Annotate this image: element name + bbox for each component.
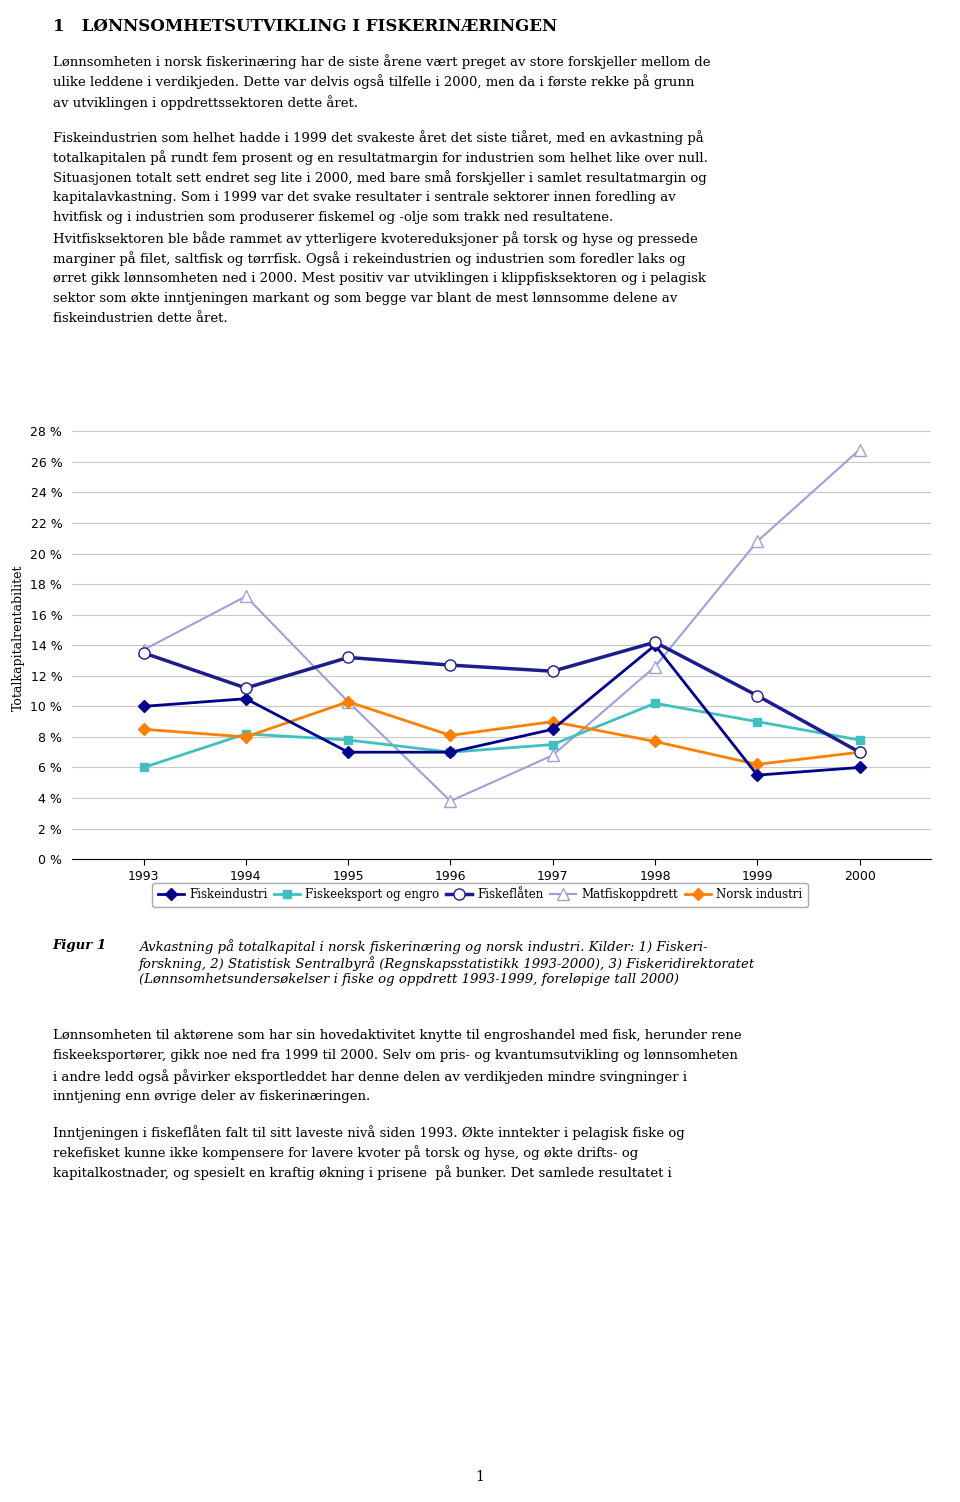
Text: kapitalkostnader, og spesielt en kraftig økning i prisene  på bunker. Det samled: kapitalkostnader, og spesielt en kraftig… [53, 1166, 672, 1181]
Line: Fiskeeksport og engro: Fiskeeksport og engro [139, 698, 864, 772]
Norsk industri [853, 743, 865, 762]
Text: Inntjeningen i fiskeflåten falt til sitt laveste nivå siden 1993. Økte inntekter: Inntjeningen i fiskeflåten falt til sitt… [53, 1125, 684, 1140]
Fiskeindustri [853, 759, 865, 777]
Matfiskoppdrett [853, 440, 865, 458]
Fiskeflåten [343, 649, 354, 667]
Matfiskoppdrett [240, 587, 252, 605]
Norsk industri [138, 721, 150, 739]
Fiskeindustri [444, 743, 456, 762]
Norsk industri [752, 756, 763, 774]
Fiskeeksport og engro [240, 725, 252, 743]
Text: kapitalavkastning. Som i 1999 var det svake resultater i sentrale sektorer innen: kapitalavkastning. Som i 1999 var det sv… [53, 191, 676, 204]
Text: Fiskeindustrien som helhet hadde i 1999 det svakeste året det siste tiåret, med : Fiskeindustrien som helhet hadde i 1999 … [53, 129, 704, 144]
Text: inntjening enn øvrige deler av fiskerinæringen.: inntjening enn øvrige deler av fiskerinæ… [53, 1090, 370, 1102]
Fiskeindustri [752, 766, 763, 784]
Fiskeflåten [853, 743, 865, 762]
Matfiskoppdrett [649, 658, 660, 676]
Fiskeflåten [752, 686, 763, 704]
Fiskeflåten [547, 662, 559, 680]
Y-axis label: Totalkapitalrentabilitet: Totalkapitalrentabilitet [12, 565, 25, 710]
Text: ulike leddene i verdikjeden. Dette var delvis også tilfelle i 2000, men da i før: ulike leddene i verdikjeden. Dette var d… [53, 74, 694, 89]
Text: Hvitfisksektoren ble både rammet av ytterligere kvotereduksjoner på torsk og hys: Hvitfisksektoren ble både rammet av ytte… [53, 231, 698, 246]
Fiskeflåten [444, 656, 456, 674]
Line: Matfiskoppdrett: Matfiskoppdrett [138, 445, 865, 807]
Norsk industri [343, 692, 354, 710]
Text: i andre ledd også påvirker eksportleddet har denne delen av verdikjeden mindre s: i andre ledd også påvirker eksportleddet… [53, 1069, 686, 1084]
Fiskeflåten [240, 679, 252, 697]
Norsk industri [240, 728, 252, 746]
Text: ørret gikk lønnsomheten ned i 2000. Mest positiv var utviklingen i klippfisksekt: ørret gikk lønnsomheten ned i 2000. Mest… [53, 272, 706, 285]
Matfiskoppdrett [343, 692, 354, 710]
Fiskeeksport og engro [547, 736, 559, 754]
Text: Avkastning på totalkapital i norsk fiskerinæring og norsk industri. Kilder: 1) F: Avkastning på totalkapital i norsk fiske… [139, 939, 756, 985]
Matfiskoppdrett [752, 532, 763, 550]
Fiskeeksport og engro [752, 712, 763, 730]
Fiskeindustri [343, 743, 354, 762]
Fiskeindustri [649, 637, 660, 655]
Norsk industri [547, 712, 559, 730]
Text: totalkapitalen på rundt fem prosent og en resultatmargin for industrien som helh: totalkapitalen på rundt fem prosent og e… [53, 150, 708, 165]
Text: 1   LØNNSOMHETSUTVIKLING I FISKERINÆRINGEN: 1 LØNNSOMHETSUTVIKLING I FISKERINÆRINGEN [53, 18, 557, 35]
Norsk industri [444, 727, 456, 745]
Fiskeflåten [649, 634, 660, 652]
Matfiskoppdrett [444, 792, 456, 810]
Fiskeeksport og engro [444, 743, 456, 762]
Text: Lønnsomheten i norsk fiskerinæring har de siste årene vært preget av store forsk: Lønnsomheten i norsk fiskerinæring har d… [53, 54, 710, 69]
Fiskeeksport og engro [343, 731, 354, 749]
Line: Fiskeindustri: Fiskeindustri [139, 641, 864, 780]
Text: Situasjonen totalt sett endret seg lite i 2000, med bare små forskjeller i samle: Situasjonen totalt sett endret seg lite … [53, 170, 707, 185]
Text: hvitfisk og i industrien som produserer fiskemel og -olje som trakk ned resultat: hvitfisk og i industrien som produserer … [53, 210, 613, 224]
Fiskeeksport og engro [138, 759, 150, 777]
Matfiskoppdrett [138, 641, 150, 659]
Fiskeindustri [547, 721, 559, 739]
Norsk industri [649, 733, 660, 751]
Text: Lønnsomheten til aktørene som har sin hovedaktivitet knytte til engroshandel med: Lønnsomheten til aktørene som har sin ho… [53, 1029, 741, 1042]
Fiskeeksport og engro [649, 694, 660, 712]
Fiskeflåten [138, 644, 150, 662]
Text: fiskeeksportører, gikk noe ned fra 1999 til 2000. Selv om pris- og kvantumsutvik: fiskeeksportører, gikk noe ned fra 1999 … [53, 1048, 737, 1062]
Text: Figur 1: Figur 1 [53, 939, 126, 952]
Line: Norsk industri: Norsk industri [139, 697, 864, 769]
Matfiskoppdrett [547, 746, 559, 765]
Text: fiskeindustrien dette året.: fiskeindustrien dette året. [53, 312, 228, 326]
Legend: Fiskeindustri, Fiskeeksport og engro, Fiskeflåten, Matfiskoppdrett, Norsk indust: Fiskeindustri, Fiskeeksport og engro, Fi… [153, 883, 807, 907]
Line: Fiskeflåten: Fiskeflåten [138, 637, 865, 757]
Text: marginer på filet, saltfisk og tørrfisk. Også i rekeindustrien og industrien som: marginer på filet, saltfisk og tørrfisk.… [53, 251, 685, 266]
Text: 1: 1 [475, 1470, 485, 1484]
Text: sektor som økte inntjeningen markant og som begge var blant de mest lønnsomme de: sektor som økte inntjeningen markant og … [53, 291, 677, 305]
Fiskeeksport og engro [853, 731, 865, 749]
Text: rekefisket kunne ikke kompensere for lavere kvoter på torsk og hyse, og økte dri: rekefisket kunne ikke kompensere for lav… [53, 1146, 638, 1160]
Text: av utviklingen i oppdrettssektoren dette året.: av utviklingen i oppdrettssektoren dette… [53, 95, 358, 110]
Fiskeindustri [138, 697, 150, 715]
Fiskeindustri [240, 689, 252, 707]
